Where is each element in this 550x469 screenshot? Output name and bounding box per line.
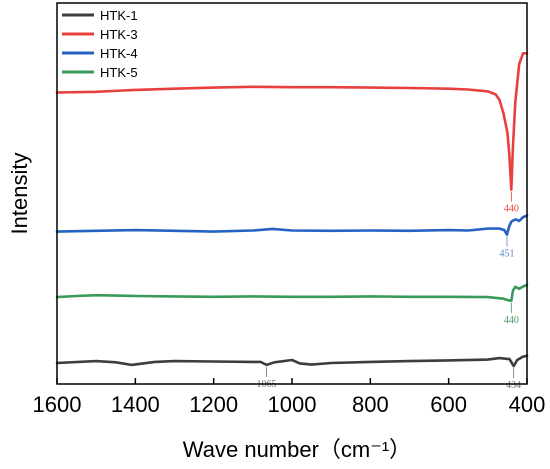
x-axis-label: Wave number（cm⁻¹） (183, 437, 411, 462)
legend-label: HTK-1 (100, 8, 138, 23)
series-line-htk-1 (55, 354, 529, 368)
x-tick-label: 600 (430, 392, 467, 417)
peak-annotation: 451 (500, 249, 515, 260)
x-tick-label: 1000 (268, 392, 317, 417)
legend-label: HTK-4 (100, 46, 138, 61)
series-line-htk-3 (55, 52, 529, 191)
x-tick-label: 400 (509, 392, 546, 417)
x-tick-label: 800 (352, 392, 389, 417)
x-tick-label: 1600 (33, 392, 82, 417)
legend-label: HTK-5 (100, 65, 138, 80)
peak-annotation: 440 (504, 315, 519, 326)
x-tick-label: 1400 (111, 392, 160, 417)
peak-annotation: 434 (506, 380, 521, 391)
legend: HTK-1 HTK-3 HTK-4 HTK-5 (62, 8, 138, 80)
series-line-htk-4 (55, 214, 529, 236)
y-axis-label: Intensity (7, 153, 32, 235)
x-tick-label: 1200 (189, 392, 238, 417)
x-axis-ticks: 1600 1400 1200 1000 800 600 400 (33, 378, 546, 417)
series-line-htk-5 (55, 283, 529, 303)
peak-annotation: 440 (504, 204, 519, 215)
legend-label: HTK-3 (100, 27, 138, 42)
series-layer (55, 52, 529, 368)
